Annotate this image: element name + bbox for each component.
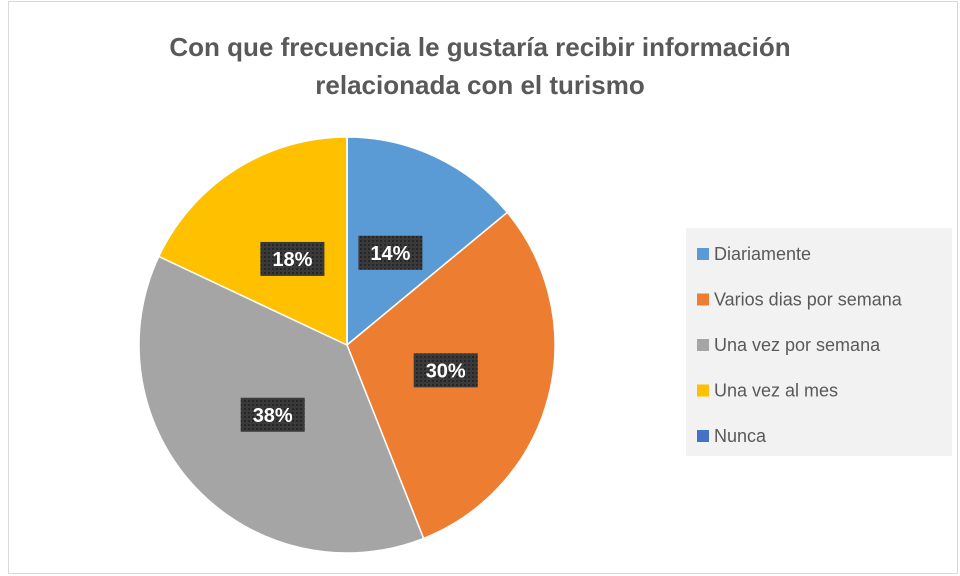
legend-swatch [697, 430, 709, 442]
data-label: 18% [272, 249, 312, 271]
pie-slice [157, 136, 348, 347]
pie-slice [346, 136, 509, 347]
legend-label: Una vez al mes [714, 381, 838, 401]
legend-label: Una vez por semana [714, 335, 881, 355]
legend-swatch [697, 339, 709, 351]
data-label-box [358, 235, 423, 270]
data-label-box [260, 241, 325, 276]
data-label: 14% [370, 243, 410, 265]
data-label: 30% [426, 360, 466, 382]
chart-title: Con que frecuencia le gustaría recibir i… [169, 32, 791, 100]
data-label-box [240, 397, 305, 432]
legend-swatch [697, 384, 709, 397]
data-label-box [413, 353, 478, 388]
data-label: 38% [253, 405, 293, 427]
legend-label: Diariamente [714, 244, 811, 264]
legend-swatch [697, 293, 709, 306]
legend-box [686, 228, 952, 456]
legend-label: Nunca [714, 426, 767, 446]
legend-swatch [697, 248, 709, 260]
legend-label: Varios dias por semana [714, 290, 903, 310]
